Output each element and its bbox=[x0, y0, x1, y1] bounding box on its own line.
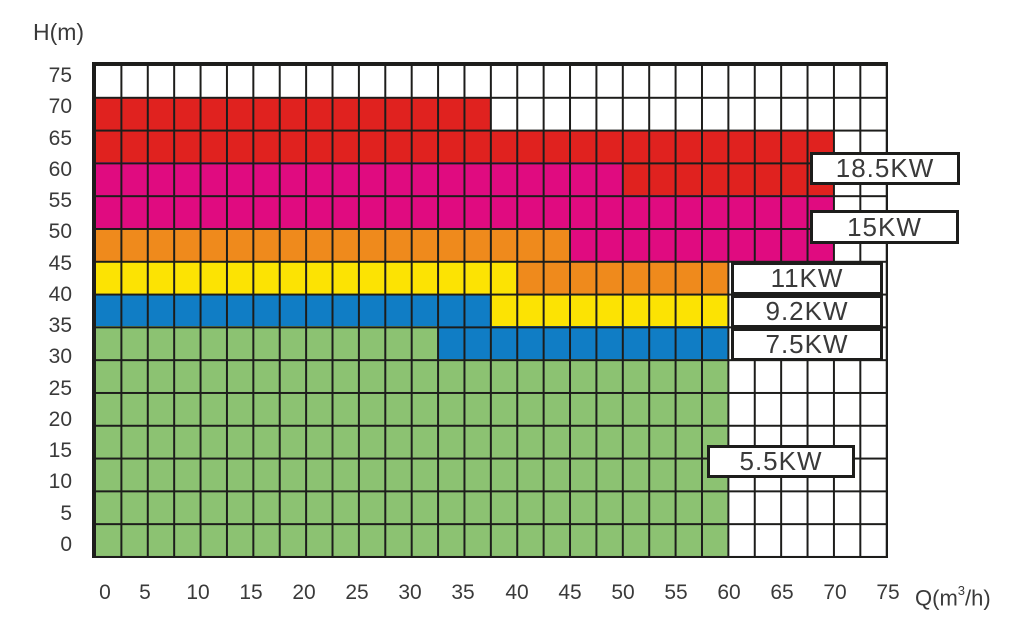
y-tick-label-0: 0 bbox=[60, 533, 72, 556]
x-tick-label-65: 65 bbox=[770, 581, 794, 604]
y-tick-label-70: 70 bbox=[48, 95, 72, 118]
y-tick-label-50: 50 bbox=[48, 220, 72, 243]
y-tick-label-75: 75 bbox=[48, 64, 72, 87]
y-tick-label-65: 65 bbox=[48, 127, 72, 150]
x-tick-label-75: 75 bbox=[876, 581, 900, 604]
x-tick-label-20: 20 bbox=[292, 581, 316, 604]
power-label-box-9.2kw: 9.2KW bbox=[731, 295, 883, 328]
y-tick-label-45: 45 bbox=[48, 252, 72, 275]
x-axis-unit-pre: Q(m bbox=[915, 585, 958, 611]
power-label-box-11kw: 11KW bbox=[731, 262, 883, 295]
power-label-box-7.5kw: 7.5KW bbox=[731, 328, 883, 361]
y-tick-label-10: 10 bbox=[48, 470, 72, 493]
y-tick-label-60: 60 bbox=[48, 158, 72, 181]
y-tick-label-55: 55 bbox=[48, 189, 72, 212]
y-axis-title: H(m) bbox=[33, 19, 85, 45]
x-axis-unit-post: /h) bbox=[965, 585, 991, 611]
y-tick-label-40: 40 bbox=[48, 283, 72, 306]
y-tick-label-35: 35 bbox=[48, 314, 72, 337]
x-tick-label-70: 70 bbox=[823, 581, 847, 604]
y-tick-label-25: 25 bbox=[48, 377, 72, 400]
x-tick-label-0: 0 bbox=[99, 581, 111, 604]
x-tick-label-35: 35 bbox=[451, 581, 475, 604]
x-tick-label-30: 30 bbox=[398, 581, 422, 604]
x-tick-label-25: 25 bbox=[345, 581, 369, 604]
x-tick-label-45: 45 bbox=[558, 581, 582, 604]
x-tick-label-10: 10 bbox=[186, 581, 210, 604]
x-tick-label-5: 5 bbox=[139, 581, 151, 604]
y-tick-label-15: 15 bbox=[48, 439, 72, 462]
chart-grid: 18.5KW 15KW 11KW 9.2KW 7.5KW 5.5KW bbox=[92, 62, 960, 558]
y-tick-label-5: 5 bbox=[60, 502, 72, 525]
x-axis-unit: Q(m3/h) bbox=[915, 578, 991, 611]
x-axis-unit-superscript: 3 bbox=[957, 583, 965, 598]
power-label-box-5.5kw: 5.5KW bbox=[707, 445, 855, 478]
x-tick-label-40: 40 bbox=[505, 581, 529, 604]
power-label-box-15kw: 15KW bbox=[810, 210, 959, 244]
power-label-box-18.5kw: 18.5KW bbox=[810, 152, 960, 185]
y-tick-label-30: 30 bbox=[48, 345, 72, 368]
x-tick-label-50: 50 bbox=[611, 581, 635, 604]
x-tick-label-60: 60 bbox=[717, 581, 741, 604]
x-tick-label-55: 55 bbox=[664, 581, 688, 604]
x-tick-label-15: 15 bbox=[239, 581, 263, 604]
y-tick-label-20: 20 bbox=[48, 408, 72, 431]
